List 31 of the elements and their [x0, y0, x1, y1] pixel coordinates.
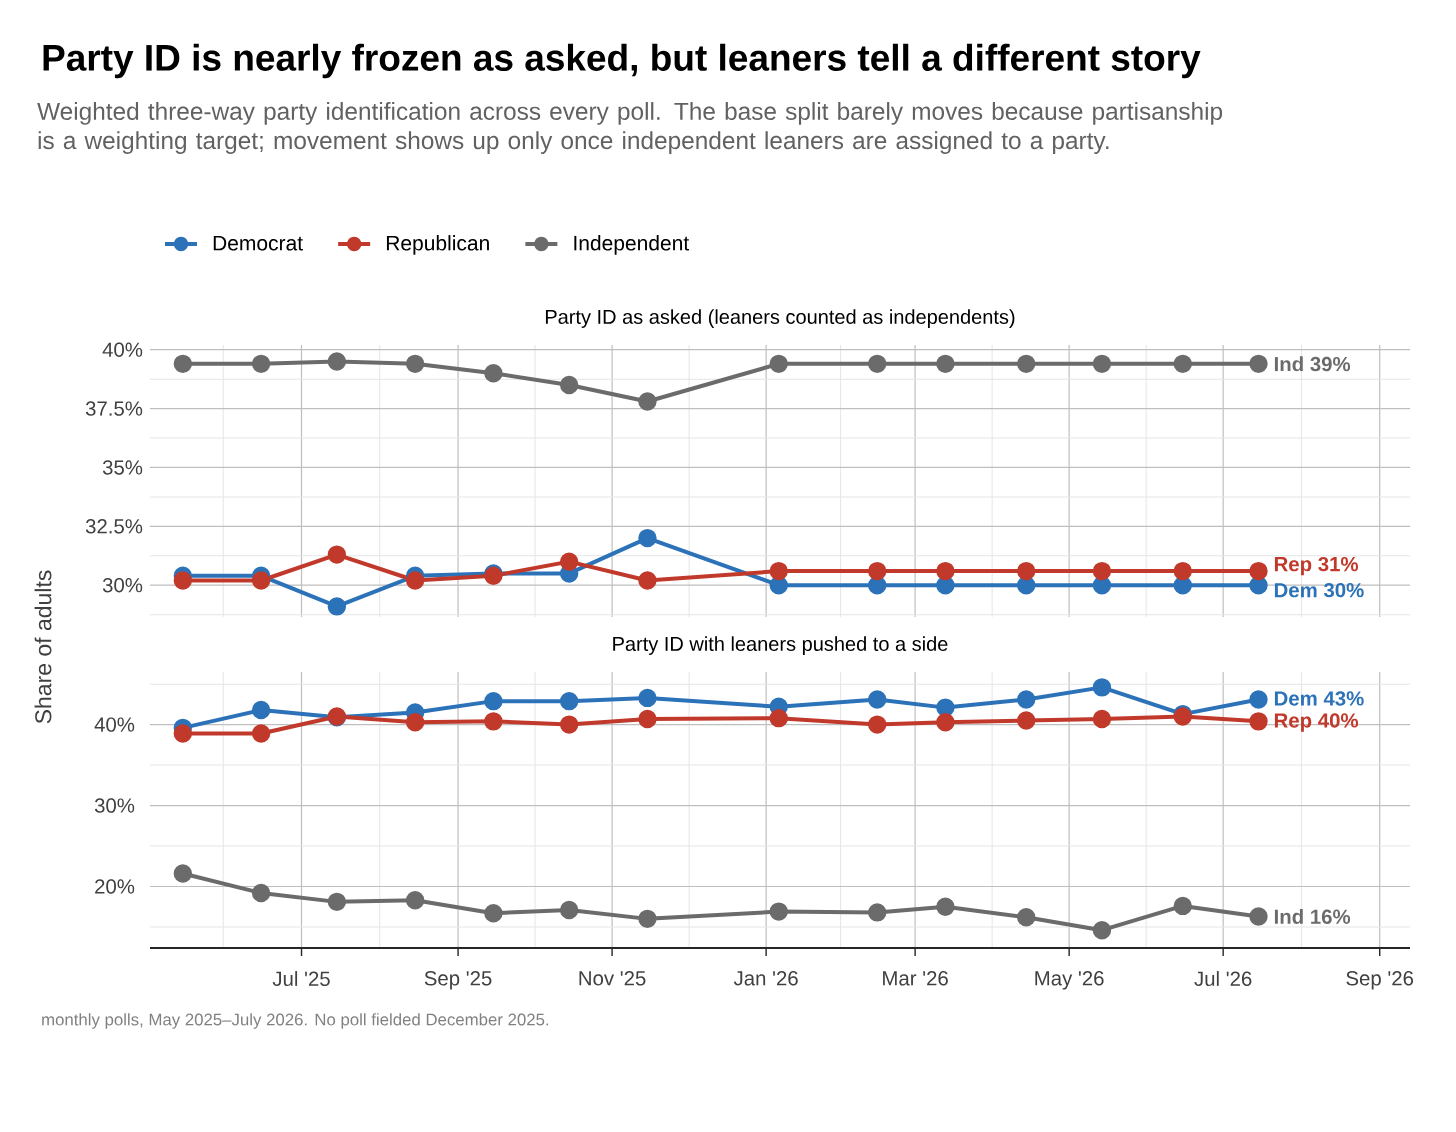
y-axis-title: Share of adults [34, 570, 52, 724]
y-tick-label: 32.5% [85, 519, 143, 534]
x-tick-label: Mar '26 [883, 971, 948, 986]
x-tick-label: May '26 [1035, 971, 1104, 990]
chart-title: Party ID with leaners pushed to a side [613, 636, 948, 655]
y-tick-label: 20% [95, 879, 135, 894]
y-tick-label: 40% [102, 342, 143, 357]
legend-label: Republican [386, 235, 489, 255]
x-tick-label: Jul '25 [272, 971, 330, 987]
annotation: Rep 40% [1274, 713, 1359, 732]
text: Weighted three-way party identification across every poll. The base split barely moves because partisanship is a weighting target; movement shows up only once independent leaners are assigned to a party. [37, 102, 1223, 154]
annotation: Dem 30% [1274, 582, 1364, 598]
text: monthly polls, May 2025–July 2026. No poll fielded December 2025. [42, 1013, 549, 1029]
x-tick-label: Jan '26 [733, 971, 798, 986]
y-tick-label: 35% [102, 460, 143, 475]
annotation: Rep 31% [1274, 556, 1359, 576]
legend-label: Independent [574, 235, 690, 255]
annotation: Ind 16% [1274, 908, 1351, 924]
x-tick-label: Sep '25 [424, 971, 492, 990]
x-tick-label: Nov '25 [579, 971, 646, 986]
y-tick-label: 40% [94, 717, 135, 732]
x-tick-label: Jul '26 [1194, 971, 1252, 987]
y-tick-label: 30% [94, 798, 135, 813]
legend-label: Democrat [213, 235, 303, 251]
annotation: Ind 39% [1274, 356, 1351, 372]
text: Party ID is nearly frozen as asked, but leaners tell a different story [43, 43, 1201, 79]
y-tick-label: 37.5% [85, 401, 143, 416]
x-tick-label: Sep '26 [1346, 971, 1414, 990]
y-tick-label: 30% [102, 577, 143, 593]
chart-title: Party ID as asked (leaners counted as independents) [545, 309, 1015, 328]
annotation: Dem 43% [1274, 691, 1364, 706]
